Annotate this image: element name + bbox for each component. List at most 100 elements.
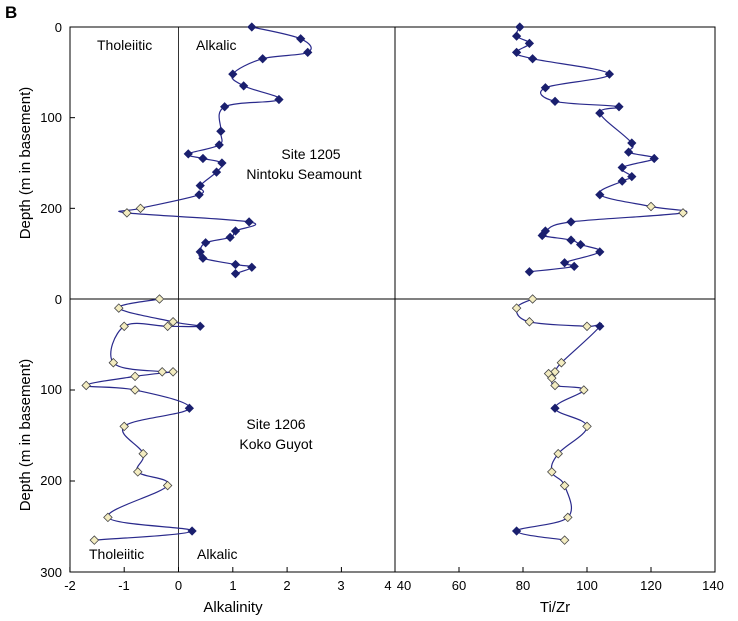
- data-point-top-right-24: [595, 247, 605, 257]
- data-point-top-right-8: [614, 102, 624, 112]
- data-point-bottom-right-17: [511, 526, 522, 536]
- x-tick-label-alk-0: 0: [175, 578, 182, 593]
- data-point-top-left-25: [247, 262, 257, 272]
- koko-guyot-label: Koko Guyot: [239, 436, 312, 452]
- data-point-bottom-right-3: [582, 321, 592, 332]
- data-point-bottom-right-9: [550, 380, 560, 391]
- data-point-top-right-5: [604, 69, 615, 79]
- data-point-bottom-left-2: [168, 316, 178, 327]
- x-tick-label-tizr-40: 40: [397, 578, 411, 593]
- data-point-bottom-left-7: [157, 367, 167, 377]
- data-point-bottom-right-10: [579, 385, 589, 395]
- data-point-bottom-right-4: [595, 321, 605, 331]
- data-point-bottom-left-8: [168, 367, 178, 377]
- tholeiitic-label-top: Tholeiitic: [97, 37, 152, 53]
- data-point-bottom-left-12: [184, 403, 194, 413]
- data-point-top-right-10: [627, 138, 637, 148]
- series-line-top-right: [515, 26, 687, 273]
- x-tick-label-alk-m2: -2: [64, 578, 76, 593]
- y-tick-label-top-100: 100: [40, 110, 62, 125]
- data-point-top-right-4: [527, 54, 538, 64]
- data-point-top-right-0: [515, 22, 525, 32]
- site-1205-label: Site 1205: [281, 146, 340, 162]
- x-axis-title-tizr: Ti/Zr: [540, 599, 570, 616]
- data-point-top-right-22: [566, 235, 576, 245]
- data-point-top-right-15: [617, 176, 627, 186]
- data-point-top-left-3: [258, 54, 268, 64]
- data-point-top-right-17: [646, 201, 656, 212]
- data-point-top-left-2: [303, 47, 313, 58]
- data-point-top-right-9: [595, 108, 605, 118]
- data-point-bottom-right-15: [559, 480, 570, 491]
- data-point-bottom-left-10: [81, 380, 91, 391]
- data-point-bottom-left-5: [119, 321, 129, 332]
- data-point-top-left-19: [230, 226, 241, 236]
- data-point-top-left-13: [211, 167, 222, 177]
- data-point-top-left-6: [274, 94, 284, 105]
- data-point-top-right-3: [511, 47, 522, 58]
- data-point-top-left-18: [244, 217, 254, 227]
- site-1206-label: Site 1206: [246, 416, 305, 432]
- data-point-top-right-6: [540, 83, 551, 93]
- x-tick-label-tizr-80: 80: [516, 578, 530, 593]
- data-point-top-left-4: [228, 69, 238, 79]
- data-point-bottom-left-3: [195, 321, 205, 331]
- y-tick-label-bottom-0: 0: [55, 292, 62, 307]
- alkalic-label-top: Alkalic: [196, 37, 236, 53]
- data-point-top-right-19: [566, 217, 576, 227]
- data-point-top-left-17: [122, 208, 132, 218]
- panel-letter: B: [5, 3, 17, 22]
- data-point-top-right-25: [559, 258, 570, 268]
- data-point-top-left-9: [214, 140, 224, 150]
- data-point-top-right-27: [524, 267, 535, 277]
- data-point-top-right-21: [537, 230, 547, 241]
- data-point-top-left-15: [194, 190, 204, 200]
- data-point-top-left-11: [198, 153, 208, 164]
- data-series: [81, 22, 688, 545]
- data-point-bottom-right-11: [550, 403, 560, 413]
- data-point-top-left-7: [220, 102, 230, 112]
- data-point-top-left-23: [198, 253, 208, 263]
- data-point-bottom-right-2: [524, 316, 535, 327]
- data-point-bottom-left-19: [89, 535, 100, 545]
- nintoku-seamount-label: Nintoku Seamount: [246, 166, 361, 182]
- data-point-top-left-5: [239, 81, 249, 91]
- data-point-bottom-right-18: [559, 535, 570, 545]
- data-point-top-right-1: [511, 31, 522, 41]
- data-point-top-left-26: [230, 268, 241, 279]
- data-point-top-left-0: [247, 22, 257, 32]
- data-point-top-left-21: [201, 238, 211, 248]
- tholeiitic-label-bottom: Tholeiitic: [89, 546, 144, 562]
- data-point-bottom-right-14: [547, 467, 557, 477]
- series-line-bottom-right: [515, 298, 603, 541]
- data-point-bottom-left-17: [103, 512, 113, 523]
- x-axis-title-alkalinity: Alkalinity: [203, 599, 263, 616]
- x-tick-label-alk-2: 2: [283, 578, 290, 593]
- data-point-top-right-14: [627, 171, 637, 182]
- data-point-bottom-right-12: [582, 421, 592, 432]
- y-tick-label-bottom-300: 300: [40, 565, 62, 580]
- data-point-bottom-left-11: [130, 385, 140, 395]
- x-tick-label-alk-4: 4: [384, 578, 391, 593]
- series-line-bottom-left: [85, 298, 201, 541]
- y-axis-title-top: Depth (m in basement): [17, 87, 34, 240]
- data-point-bottom-right-8: [547, 373, 557, 383]
- data-point-bottom-left-15: [133, 467, 143, 477]
- data-point-top-left-1: [296, 34, 306, 44]
- data-point-top-left-20: [225, 232, 235, 242]
- y-tick-label-top-200: 200: [40, 201, 62, 216]
- data-point-top-right-12: [649, 153, 659, 164]
- data-point-top-right-2: [524, 38, 535, 48]
- y-tick-label-top-0: 0: [55, 20, 62, 35]
- data-point-top-right-11: [623, 147, 634, 157]
- data-point-top-left-10: [183, 149, 193, 159]
- data-point-bottom-left-6: [108, 357, 119, 368]
- x-tick-label-alk-m1: -1: [118, 578, 130, 593]
- y-tick-label-bottom-200: 200: [40, 473, 62, 488]
- data-point-top-left-14: [195, 181, 205, 191]
- data-point-bottom-left-9: [130, 371, 140, 382]
- data-point-bottom-left-18: [187, 526, 197, 536]
- y-axis-title-bottom: Depth (m in basement): [17, 359, 34, 512]
- data-point-bottom-right-16: [563, 512, 573, 523]
- y-tick-label-bottom-100: 100: [40, 382, 62, 397]
